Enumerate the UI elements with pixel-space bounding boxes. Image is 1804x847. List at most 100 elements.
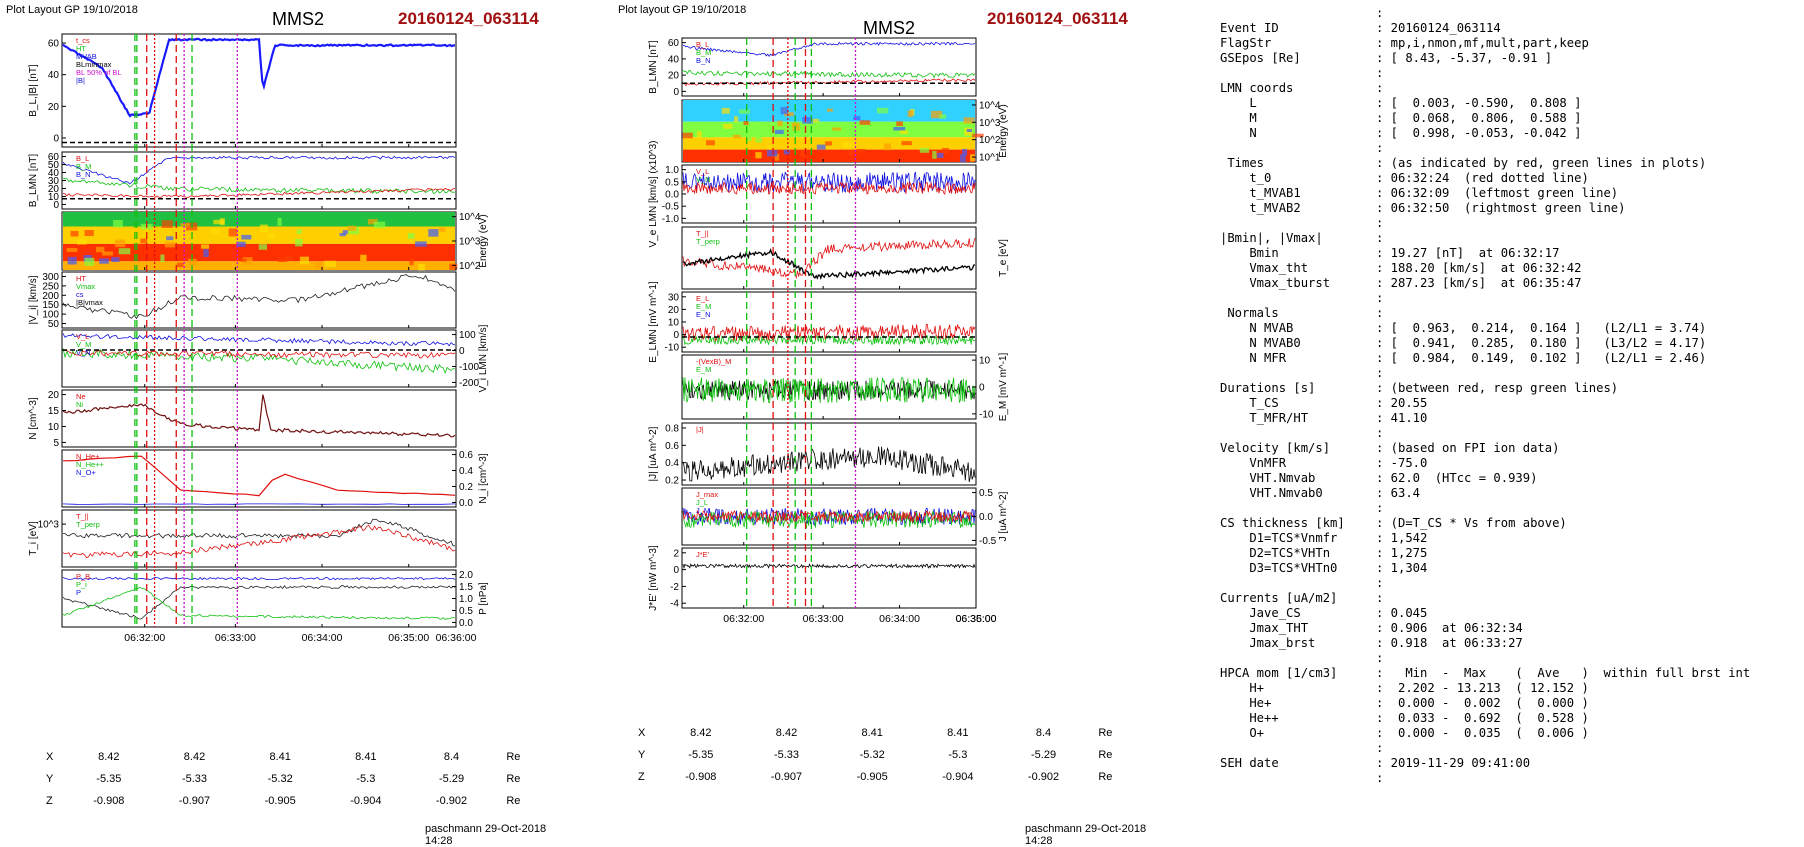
- legend-entry: T_perp: [76, 520, 100, 529]
- time-tick-label: 06:33:00: [215, 632, 256, 644]
- spectrogram-patch: [415, 241, 427, 247]
- spectrogram-patch: [95, 246, 105, 253]
- info-line: Currents [uA/m2]:: [1220, 591, 1750, 606]
- time-tick-label: 06:35:00: [388, 632, 429, 644]
- legend-entry: J*E': [696, 550, 710, 559]
- spectrogram-patch: [347, 225, 357, 231]
- ephem-row-x: X 8.42 8.42 8.41 8.41 8.4 Re: [46, 746, 566, 768]
- legend-entry: T_||: [696, 229, 709, 238]
- info-value: : 1,542: [1376, 531, 1428, 545]
- panel-frame: [681, 422, 977, 486]
- left-header-event-id: 20160124_063114: [398, 9, 539, 28]
- info-key: He++: [1220, 711, 1279, 725]
- legend-entry: P_B: [76, 572, 90, 581]
- info-line: CS thickness [km]: (D=T_CS * Vs from abo…: [1220, 516, 1750, 531]
- ephem-cell: -5.29: [1030, 749, 1057, 761]
- info-line: VnMFR: -75.0: [1220, 456, 1750, 471]
- info-value: : (D=T_CS * Vs from above): [1376, 516, 1567, 530]
- info-value: : 63.4: [1376, 486, 1421, 500]
- info-value: : 188.20 [km/s] at 06:32:42: [1376, 261, 1582, 275]
- info-value: : 06:32:24 (red dotted line): [1376, 171, 1589, 185]
- mid-header-event-id: 20160124_063114: [987, 9, 1128, 28]
- legend-entry: MVAB: [76, 52, 97, 61]
- info-line: Durations [s]: (between red, resp green …: [1220, 381, 1750, 396]
- info-line: O+: 0.000 - 0.035 ( 0.006 ): [1220, 726, 1750, 741]
- ephem-row-x: X 8.42 8.42 8.41 8.41 8.4 Re: [638, 722, 1158, 744]
- spectrogram-patch: [746, 133, 752, 141]
- spectrogram-patch: [267, 233, 275, 238]
- spectrogram-patch: [201, 244, 210, 249]
- ephem-unit: Re: [1098, 727, 1113, 739]
- data-trace: [682, 181, 976, 195]
- info-key: D2=TCS*VHTn: [1220, 546, 1331, 560]
- ephem-cell: -0.908: [685, 771, 717, 783]
- y-tick-label: 0: [53, 200, 59, 211]
- legend-entry: E_M: [696, 365, 711, 374]
- ephem-cell: -5.35: [688, 749, 714, 761]
- panel-frame: [681, 37, 977, 97]
- data-trace: [62, 187, 456, 198]
- info-value: : -75.0: [1376, 456, 1428, 470]
- info-line: :: [1220, 141, 1750, 156]
- y-tick-label: 10^2: [979, 135, 1001, 146]
- spectrogram-patch: [407, 233, 415, 239]
- ephem-unit: Re: [506, 773, 521, 785]
- y-tick-label: 10^3: [979, 118, 1001, 129]
- ephem-cell: -0.907: [770, 771, 803, 783]
- mid-header-spacecraft: MMS2: [863, 18, 916, 38]
- info-value: : 0.033 - 0.692 ( 0.528 ): [1376, 711, 1589, 725]
- mid-footer-signature: paschmann 29-Oct-2018 14:28: [1025, 823, 1147, 847]
- info-line: He++ : 0.033 - 0.692 ( 0.528 ): [1220, 711, 1750, 726]
- y-tick-label: 150: [42, 300, 59, 311]
- spectrogram-patch: [140, 238, 148, 244]
- spectrogram-patch: [449, 263, 458, 270]
- y-tick-label: 20: [48, 390, 60, 401]
- spectrogram-patch: [766, 145, 772, 150]
- spectrogram-patch: [876, 107, 889, 114]
- ephem-unit: Re: [1098, 771, 1113, 783]
- y-axis-title: T_i [eV]: [28, 521, 39, 556]
- info-value: : 41.10: [1376, 411, 1428, 425]
- left-ephemeris-table: X 8.42 8.42 8.41 8.41 8.4 Re Y -5.35 -5.…: [46, 746, 566, 812]
- info-line: LMN coords:: [1220, 81, 1750, 96]
- spectrogram-patch: [926, 127, 933, 135]
- spectrogram-patch: [160, 254, 165, 263]
- legend-entry: E_M: [696, 302, 711, 311]
- y-tick-label: 100: [42, 310, 59, 321]
- data-trace: [682, 78, 976, 87]
- spectrogram-patch: [682, 132, 693, 139]
- info-line: M: [ 0.068, 0.806, 0.588 ]: [1220, 111, 1750, 126]
- legend-entry: BL 50% of BL: [76, 68, 122, 77]
- spectrogram-patch: [971, 133, 984, 138]
- legend-entry: HT: [76, 274, 86, 283]
- spectrogram-patch: [210, 228, 220, 234]
- info-line: Event ID: 20160124_063114: [1220, 21, 1750, 36]
- y-axis-title: B_L,|B| [nT]: [28, 64, 39, 117]
- spectrogram-patch: [260, 224, 268, 233]
- spectrogram-patch: [67, 256, 77, 265]
- spectrogram-patch: [856, 148, 866, 153]
- y-tick-label: 30: [48, 176, 60, 187]
- panel-frame: [681, 226, 977, 290]
- ephem-cell: 8.41: [947, 727, 969, 739]
- info-value: : 62.0 (HTcc = 0.939): [1376, 471, 1538, 485]
- y-tick-label: 20: [48, 184, 60, 195]
- y-tick-label: 50: [48, 319, 60, 330]
- info-line: :: [1220, 426, 1750, 441]
- info-value: :: [1376, 306, 1384, 320]
- y-tick-label: 2: [673, 548, 679, 559]
- info-value: : 06:32:50 (rightmost green line): [1376, 201, 1626, 215]
- legend-entry: N_O+: [76, 468, 96, 477]
- spectrogram-patch: [241, 234, 252, 240]
- info-line: T_CS: 20.55: [1220, 396, 1750, 411]
- mid-ephemeris-table: X 8.42 8.42 8.41 8.41 8.4 Re Y -5.35 -5.…: [638, 722, 1158, 788]
- y-axis-title: V_i LMN [km/s]: [478, 324, 489, 392]
- data-trace: [62, 586, 456, 620]
- spectrogram-patch: [970, 154, 975, 162]
- info-value: :: [1376, 141, 1384, 155]
- legend-entry: N_He+: [76, 452, 100, 461]
- ephem-row-z: Z -0.908 -0.907 -0.905 -0.904 -0.902 Re: [638, 766, 1158, 788]
- spectrogram-patch: [853, 116, 861, 121]
- legend-entry: |B|: [76, 76, 85, 85]
- info-value: :: [1376, 771, 1384, 785]
